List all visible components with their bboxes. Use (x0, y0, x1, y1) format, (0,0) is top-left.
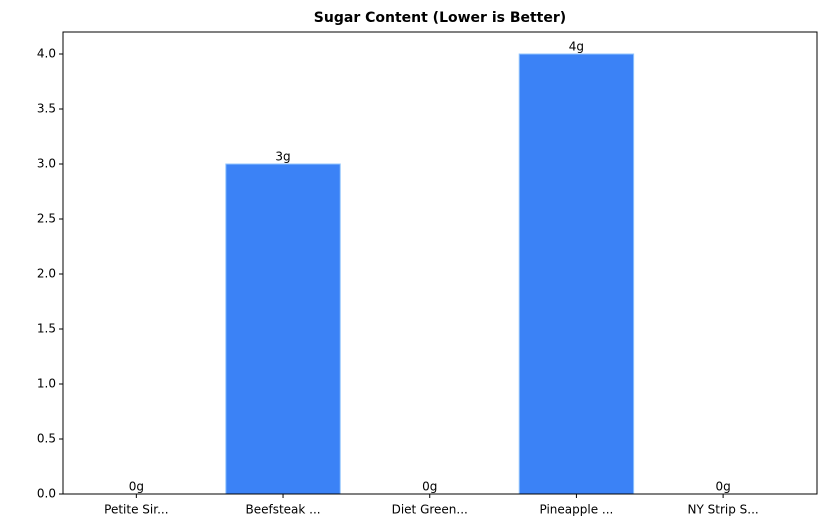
value-label: 0g (422, 480, 437, 494)
y-tick-label: 2.0 (37, 267, 56, 281)
value-label: 0g (129, 480, 144, 494)
x-tick-label: Beefsteak ... (245, 503, 320, 517)
plot-frame (62, 31, 818, 495)
y-tick-label: 2.5 (37, 212, 56, 226)
y-tick-label: 0.0 (37, 487, 56, 501)
x-tick-label: NY Strip S... (688, 503, 759, 517)
bar (518, 53, 635, 495)
y-tick-label: 3.5 (37, 102, 56, 116)
bar (225, 163, 341, 495)
y-tick-label: 1.5 (37, 322, 56, 336)
value-label: 3g (275, 150, 290, 164)
x-tick-label: Diet Green... (392, 503, 468, 517)
y-tick-label: 4.0 (37, 47, 56, 61)
x-tick-label: Pineapple ... (539, 503, 613, 517)
value-label: 4g (569, 40, 584, 54)
y-tick-label: 3.0 (37, 157, 56, 171)
y-tick-label: 1.0 (37, 377, 56, 391)
x-tick-label: Petite Sir... (104, 503, 168, 517)
chart-title: Sugar Content (Lower is Better) (314, 10, 566, 26)
y-tick-label: 0.5 (37, 432, 56, 446)
value-label: 0g (715, 480, 730, 494)
